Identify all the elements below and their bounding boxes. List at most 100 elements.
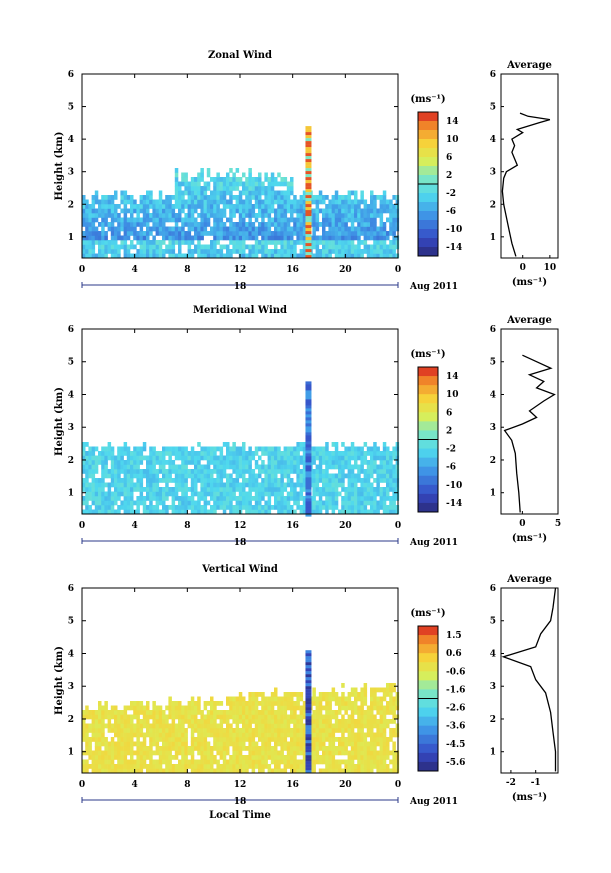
x-tick-label: 0 xyxy=(395,521,401,531)
x-tick-label: 0 xyxy=(79,780,85,790)
date-label: Aug 2011 xyxy=(409,797,458,807)
y-tick-label: 5 xyxy=(68,617,74,627)
colorbar-tick-label: -6 xyxy=(446,207,456,217)
x-tick-label: 12 xyxy=(234,521,247,531)
average-y-tick-label: 3 xyxy=(490,682,496,692)
average-x-tick-label: 0 xyxy=(520,263,526,273)
average-y-tick-label: 4 xyxy=(490,649,496,659)
x-tick-label: 4 xyxy=(132,780,138,790)
average-y-tick-label: 5 xyxy=(490,103,496,113)
colorbar-tick-label: -14 xyxy=(446,243,462,253)
y-tick-label: 6 xyxy=(68,584,74,594)
colorbar-tick-label: -10 xyxy=(446,225,462,235)
colorbar-tick-label: -0.6 xyxy=(446,667,465,677)
x-tick-label: 20 xyxy=(339,780,352,790)
average-x-label: (ms⁻¹) xyxy=(512,533,547,544)
colorbar-tick-label: -1.6 xyxy=(446,685,465,695)
average-frame xyxy=(500,328,559,515)
colorbar-tick-label: -4.5 xyxy=(446,740,465,750)
colorbar-tick-label: 2 xyxy=(446,171,452,181)
y-axis-label: Height (km) xyxy=(54,132,65,201)
x-tick-label: 4 xyxy=(132,265,138,275)
y-tick-label: 6 xyxy=(68,70,74,80)
date-tick-label: 18 xyxy=(234,282,247,292)
y-tick-label: 1 xyxy=(68,233,74,243)
colorbar-tick-label: 1.5 xyxy=(446,631,462,641)
average-x-label: (ms⁻¹) xyxy=(512,277,547,288)
panel-title: Meridional Wind xyxy=(193,305,287,316)
x-tick-label: 8 xyxy=(184,780,190,790)
average-frame xyxy=(500,73,559,259)
y-tick-label: 4 xyxy=(68,135,74,145)
y-tick-label: 3 xyxy=(68,682,74,692)
x-tick-label: 20 xyxy=(339,265,352,275)
average-y-tick-label: 6 xyxy=(490,584,496,594)
date-label: Aug 2011 xyxy=(409,282,458,292)
x-axis-label: Local Time xyxy=(209,810,271,821)
y-tick-label: 5 xyxy=(68,103,74,113)
average-panel: Average 1 2 3 4 5 6 0 10 (ms⁻¹) xyxy=(490,60,559,288)
x-tick-label: 16 xyxy=(286,265,299,275)
average-profile-line xyxy=(501,112,551,257)
x-tick-label: 12 xyxy=(234,265,247,275)
heatmap-cells xyxy=(82,381,400,517)
average-y-tick-label: 2 xyxy=(490,200,496,210)
colorbar-tick-label: -3.6 xyxy=(446,722,465,732)
y-tick-label: 1 xyxy=(68,748,74,758)
average-y-tick-label: 2 xyxy=(490,456,496,466)
y-tick-label: 2 xyxy=(68,200,74,210)
x-tick-label: 0 xyxy=(395,265,401,275)
colorbar-tick-label: 14 xyxy=(446,117,459,127)
average-panel: Average 1 2 3 4 5 6 -2 -1 (ms⁻¹) xyxy=(490,574,559,803)
average-x-tick-label: 10 xyxy=(544,263,557,273)
y-axis-label: Height (km) xyxy=(54,646,65,715)
y-tick-label: 2 xyxy=(68,715,74,725)
average-title: Average xyxy=(506,60,552,71)
colorbar-tick-label: 10 xyxy=(446,390,459,400)
y-axis-label: Height (km) xyxy=(54,387,65,456)
average-y-tick-label: 5 xyxy=(490,617,496,627)
average-x-tick-label: 5 xyxy=(555,519,561,529)
y-tick-label: 1 xyxy=(68,489,74,499)
colorbar-tick-label: -2 xyxy=(446,189,456,199)
average-title: Average xyxy=(506,315,552,326)
colorbar-tick-label: 14 xyxy=(446,372,459,382)
average-y-tick-label: 1 xyxy=(490,489,496,499)
average-y-tick-label: 3 xyxy=(490,168,496,178)
date-tick-label: 18 xyxy=(234,797,247,807)
average-y-tick-label: 2 xyxy=(490,715,496,725)
average-x-label: (ms⁻¹) xyxy=(512,792,547,803)
colorbar-tick-label: 6 xyxy=(446,408,452,418)
colorbar xyxy=(417,111,439,257)
panel-title: Vertical Wind xyxy=(201,564,278,575)
average-y-tick-label: 5 xyxy=(490,358,496,368)
colorbar-unit: (ms⁻¹) xyxy=(410,94,445,105)
x-tick-label: 16 xyxy=(286,780,299,790)
average-y-tick-label: 6 xyxy=(490,70,496,80)
y-tick-label: 4 xyxy=(68,390,74,400)
x-tick-label: 16 xyxy=(286,521,299,531)
average-x-tick-label: -2 xyxy=(506,778,516,788)
colorbar-tick-label: -2 xyxy=(446,445,456,455)
colorbar-unit: (ms⁻¹) xyxy=(410,608,445,619)
x-tick-label: 20 xyxy=(339,521,352,531)
colorbar-tick-label: 2 xyxy=(446,426,452,436)
colorbar-tick-label: 0.6 xyxy=(446,649,462,659)
average-frame xyxy=(500,587,559,774)
average-y-tick-label: 1 xyxy=(490,233,496,243)
colorbar-tick-label: -2.6 xyxy=(446,704,465,714)
x-tick-label: 12 xyxy=(234,780,247,790)
x-tick-label: 0 xyxy=(79,521,85,531)
date-tick-label: 18 xyxy=(234,538,247,548)
average-y-tick-label: 1 xyxy=(490,748,496,758)
colorbar-tick-label: -5.6 xyxy=(446,758,465,768)
x-tick-label: 0 xyxy=(79,265,85,275)
average-y-tick-label: 4 xyxy=(490,390,496,400)
average-panel: Average 1 2 3 4 5 6 0 5 (ms⁻¹) xyxy=(490,315,561,544)
y-tick-label: 6 xyxy=(68,325,74,335)
colorbar-unit: (ms⁻¹) xyxy=(410,349,445,360)
